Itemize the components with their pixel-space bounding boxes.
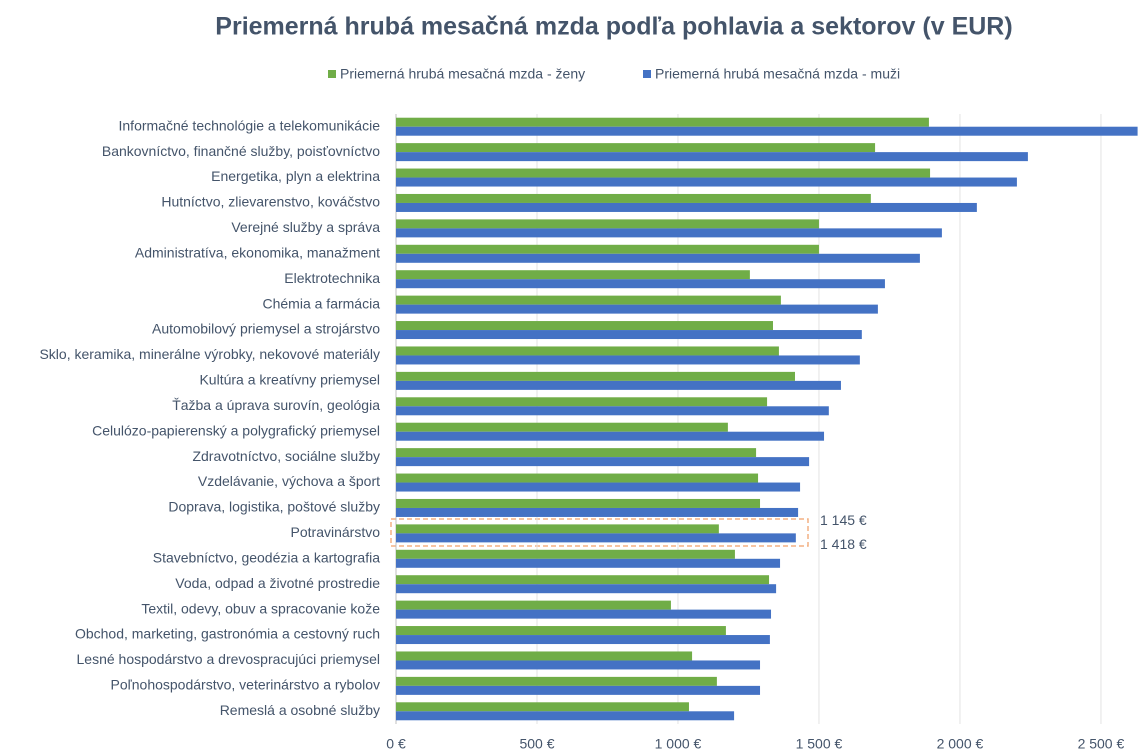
y-tick-label: Potravinárstvo xyxy=(291,524,381,540)
x-tick-label: 500 € xyxy=(519,736,554,752)
bar xyxy=(396,635,770,645)
y-tick-label: Automobilový priemysel a strojárstvo xyxy=(152,321,380,337)
bar xyxy=(396,575,770,585)
x-tick-label: 1 000 € xyxy=(655,736,702,752)
bar xyxy=(396,651,693,661)
bar xyxy=(396,558,781,568)
bar xyxy=(396,228,942,238)
bar xyxy=(396,457,810,467)
bar xyxy=(396,676,717,686)
bar xyxy=(396,431,825,441)
legend-label: Priemerná hrubá mesačná mzda - muži xyxy=(655,66,900,82)
y-tick-label: Bankovníctvo, finančné služby, poisťovní… xyxy=(102,143,380,159)
bar xyxy=(396,152,1028,162)
bar xyxy=(396,397,768,407)
bar xyxy=(396,626,726,636)
y-tick-label: Remeslá a osobné služby xyxy=(220,702,380,718)
bar xyxy=(396,117,929,127)
y-tick-label: Administratíva, ekonomika, manažment xyxy=(135,244,380,260)
bar xyxy=(396,422,728,432)
y-tick-label: Poľnohospodárstvo, veterinárstvo a rybol… xyxy=(111,677,380,693)
bar xyxy=(396,321,773,331)
y-tick-label: Zdravotníctvo, sociálne služby xyxy=(192,448,380,464)
y-tick-label: Ťažba a úprava surovín, geológia xyxy=(172,397,380,413)
bar xyxy=(396,202,977,212)
bar xyxy=(396,660,761,670)
y-tick-label: Stavebníctvo, geodézia a kartografia xyxy=(153,549,380,565)
x-tick-label: 1 500 € xyxy=(796,736,843,752)
bar xyxy=(396,507,799,517)
legend-swatch xyxy=(328,70,336,78)
bar xyxy=(396,219,819,229)
y-tick-label: Voda, odpad a životné prostredie xyxy=(175,575,380,591)
y-tick-label: Hutníctvo, zlievarenstvo, kováčstvo xyxy=(161,194,380,210)
bar xyxy=(396,143,876,153)
y-tick-label: Obchod, marketing, gastronómia a cestovn… xyxy=(75,626,380,642)
bar xyxy=(396,371,795,381)
bar xyxy=(396,549,735,559)
data-label: 1 418 € xyxy=(820,536,867,552)
bar xyxy=(396,482,801,492)
y-tick-label: Vzdelávanie, výchova a šport xyxy=(198,473,380,489)
bar xyxy=(396,177,1017,187)
bar xyxy=(396,533,796,543)
bar xyxy=(396,304,878,314)
bar xyxy=(396,244,819,254)
x-tick-label: 0 € xyxy=(386,736,406,752)
x-tick-label: 2 000 € xyxy=(937,736,984,752)
bar xyxy=(396,193,871,203)
bar xyxy=(396,279,885,289)
bar xyxy=(396,406,829,416)
bar xyxy=(396,498,761,508)
bar xyxy=(396,346,779,356)
bar xyxy=(396,330,862,340)
legend-label: Priemerná hrubá mesačná mzda - ženy xyxy=(340,66,585,82)
bar xyxy=(396,600,671,610)
bar xyxy=(396,609,772,619)
y-tick-label: Textil, odevy, obuv a spracovanie kože xyxy=(141,600,380,616)
bar xyxy=(396,711,735,721)
y-tick-label: Verejné služby a správa xyxy=(231,219,380,235)
y-tick-label: Chémia a farmácia xyxy=(263,295,381,311)
bar xyxy=(396,524,719,534)
highlight-box xyxy=(390,518,809,547)
bar xyxy=(396,270,750,280)
y-tick-label: Doprava, logistika, poštové služby xyxy=(168,499,380,515)
bar xyxy=(396,295,781,305)
legend-swatch xyxy=(643,70,651,78)
bar xyxy=(396,685,761,695)
y-tick-label: Kultúra a kreatívny priemysel xyxy=(199,372,380,388)
bar xyxy=(396,168,931,178)
data-label: 1 145 € xyxy=(820,512,867,528)
bar xyxy=(396,126,1138,136)
y-tick-label: Lesné hospodárstvo a drevospracujúci pri… xyxy=(77,651,381,667)
y-tick-label: Energetika, plyn a elektrina xyxy=(211,168,380,184)
x-tick-label: 2 500 € xyxy=(1078,736,1125,752)
bar xyxy=(396,448,757,458)
bar xyxy=(396,702,689,712)
bar xyxy=(396,473,759,483)
bar xyxy=(396,380,841,390)
chart-title: Priemerná hrubá mesačná mzda podľa pohla… xyxy=(215,13,1012,41)
y-tick-label: Sklo, keramika, minerálne výrobky, nekov… xyxy=(39,346,380,362)
y-tick-label: Celulózo-papierenský a polygrafický prie… xyxy=(92,422,380,438)
bar xyxy=(396,355,860,365)
bar xyxy=(396,253,920,263)
y-tick-label: Elektrotechnika xyxy=(284,270,380,286)
y-tick-label: Informačné technológie a telekomunikácie xyxy=(119,117,381,133)
bar xyxy=(396,584,777,594)
